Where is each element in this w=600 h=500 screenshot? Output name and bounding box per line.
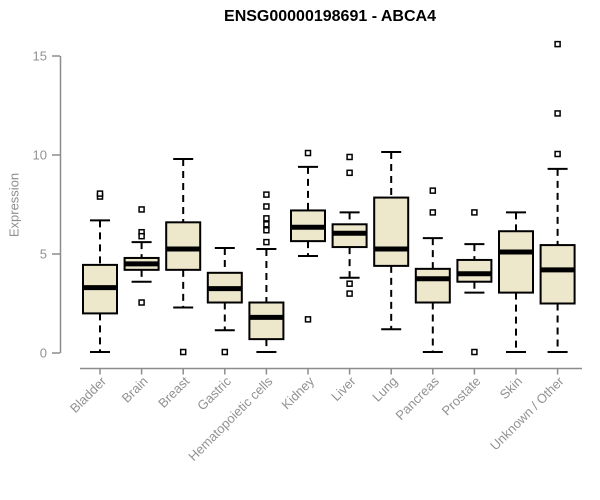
x-category-label: Pancreas — [392, 373, 442, 423]
x-category-label: Lung — [369, 374, 400, 405]
y-tick-label: 0 — [40, 346, 47, 361]
outlier-point — [554, 40, 561, 48]
outlier-point — [96, 190, 104, 197]
outlier-point — [263, 238, 270, 246]
chart-title: ENSG00000198691 - ABCA4 — [224, 8, 436, 25]
x-category-label: Unknown / Other — [487, 373, 567, 453]
outlier-point — [138, 206, 145, 213]
x-category-label: Breast — [155, 373, 192, 410]
x-category-label: Bladder — [67, 373, 110, 416]
outlier-point — [346, 153, 353, 161]
outlier-point — [304, 149, 312, 157]
outlier-point — [554, 110, 561, 117]
y-tick-label: 10 — [33, 148, 47, 163]
outlier-point — [554, 150, 561, 158]
box — [498, 230, 534, 294]
box — [456, 258, 493, 283]
y-tick-label: 15 — [33, 49, 47, 64]
box — [414, 267, 451, 304]
outlier-point — [346, 280, 353, 287]
outlier-point — [263, 226, 270, 234]
outlier-point — [429, 209, 437, 216]
outlier-point — [346, 169, 353, 177]
x-category-label: Liver — [328, 373, 359, 404]
outlier-point — [263, 215, 270, 222]
outlier-point — [263, 203, 270, 210]
outlier-point — [346, 290, 353, 297]
x-category-label: Gastric — [194, 373, 234, 413]
outlier-point — [138, 232, 145, 240]
x-category-label: Kidney — [278, 373, 317, 412]
outlier-point — [138, 299, 145, 306]
outlier-point — [263, 191, 270, 198]
outlier-point — [429, 187, 437, 194]
outlier-point — [221, 348, 229, 356]
box — [373, 196, 410, 267]
box — [539, 244, 576, 305]
outlier-point — [179, 348, 187, 356]
x-category-label: Prostate — [439, 374, 484, 419]
outlier-point — [304, 316, 312, 323]
box — [248, 301, 285, 341]
outlier-point — [263, 221, 270, 228]
y-tick-label: 5 — [40, 247, 47, 262]
x-category-label: Skin — [497, 374, 525, 402]
outlier-point — [471, 209, 478, 216]
x-category-label: Brain — [119, 374, 151, 406]
outlier-point — [471, 348, 478, 356]
box — [165, 221, 202, 271]
